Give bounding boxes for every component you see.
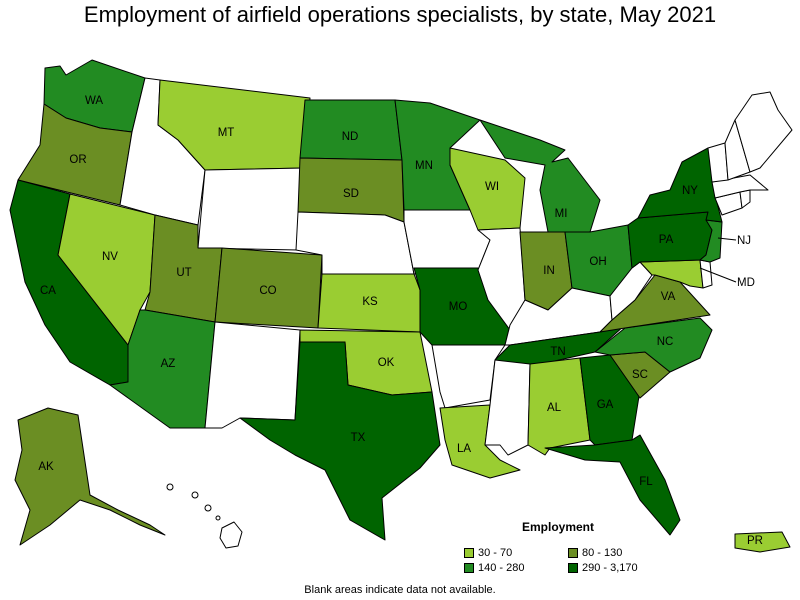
map-title: Employment of airfield operations specia… xyxy=(83,2,717,27)
state-me[interactable] xyxy=(734,91,793,173)
label-ga: GA xyxy=(597,399,614,411)
leader-nj xyxy=(717,237,737,241)
legend-label: 140 - 280 xyxy=(478,562,525,574)
legend-swatch xyxy=(568,548,578,558)
label-ca: CA xyxy=(40,285,56,297)
label-fl: FL xyxy=(639,476,653,488)
label-in: IN xyxy=(543,265,555,277)
footnote: Blank areas indicate data not available. xyxy=(304,584,496,596)
label-mn: MN xyxy=(415,160,433,172)
state-nm[interactable] xyxy=(204,321,301,429)
legend-label: 80 - 130 xyxy=(582,547,623,559)
label-ak: AK xyxy=(38,461,54,473)
state-ak[interactable] xyxy=(14,407,166,546)
state-nd[interactable] xyxy=(299,99,403,161)
label-va: VA xyxy=(661,291,676,303)
state-pr[interactable] xyxy=(734,531,791,553)
hawaii-island-1 xyxy=(166,483,174,491)
hawaii-island-4 xyxy=(215,515,221,521)
label-tn: TN xyxy=(550,346,565,358)
label-ks: KS xyxy=(362,296,378,308)
label-ok: OK xyxy=(378,357,395,369)
label-mo: MO xyxy=(449,301,468,313)
state-nj[interactable] xyxy=(699,219,723,263)
label-co: CO xyxy=(259,285,276,297)
label-ny: NY xyxy=(682,185,698,197)
legend-item: 140 - 280 xyxy=(464,562,524,574)
label-wi: WI xyxy=(485,181,499,193)
state-wy[interactable] xyxy=(197,167,306,251)
state-mi[interactable] xyxy=(479,119,601,233)
state-ri[interactable] xyxy=(739,189,751,209)
legend: Employment 30 - 70 80 - 130 140 - 280 29… xyxy=(464,518,664,578)
legend-title: Employment xyxy=(522,520,595,534)
leader-md xyxy=(699,267,737,283)
label-mi: MI xyxy=(555,208,568,220)
legend-item: 80 - 130 xyxy=(568,547,622,559)
label-al: AL xyxy=(547,402,562,414)
label-sc: SC xyxy=(632,369,648,381)
legend-label: 290 - 3,170 xyxy=(582,562,638,574)
label-or: OR xyxy=(69,154,86,166)
label-ut: UT xyxy=(176,267,191,279)
label-md: MD xyxy=(737,277,755,289)
label-la: LA xyxy=(457,443,471,455)
hawaii-island-2 xyxy=(191,491,199,499)
legend-label: 30 - 70 xyxy=(478,547,513,559)
label-wa: WA xyxy=(85,95,103,107)
label-oh: OH xyxy=(589,256,606,268)
legend-swatch xyxy=(464,548,474,558)
label-nj: NJ xyxy=(737,235,751,247)
label-pr: PR xyxy=(747,535,763,547)
label-tx: TX xyxy=(351,432,366,444)
legend-swatch xyxy=(464,563,474,573)
state-hi[interactable] xyxy=(219,521,243,549)
label-az: AZ xyxy=(161,358,176,370)
state-tx[interactable] xyxy=(239,341,441,541)
label-sd: SD xyxy=(343,188,359,200)
legend-item: 30 - 70 xyxy=(464,547,512,559)
hawaii-island-3 xyxy=(204,504,212,512)
legend-item: 290 - 3,170 xyxy=(568,562,638,574)
label-nc: NC xyxy=(657,336,674,348)
legend-swatch xyxy=(568,563,578,573)
label-nd: ND xyxy=(342,131,359,143)
label-pa: PA xyxy=(659,234,674,246)
label-nv: NV xyxy=(102,251,118,263)
label-mt: MT xyxy=(218,127,235,139)
state-fl[interactable] xyxy=(544,434,681,536)
